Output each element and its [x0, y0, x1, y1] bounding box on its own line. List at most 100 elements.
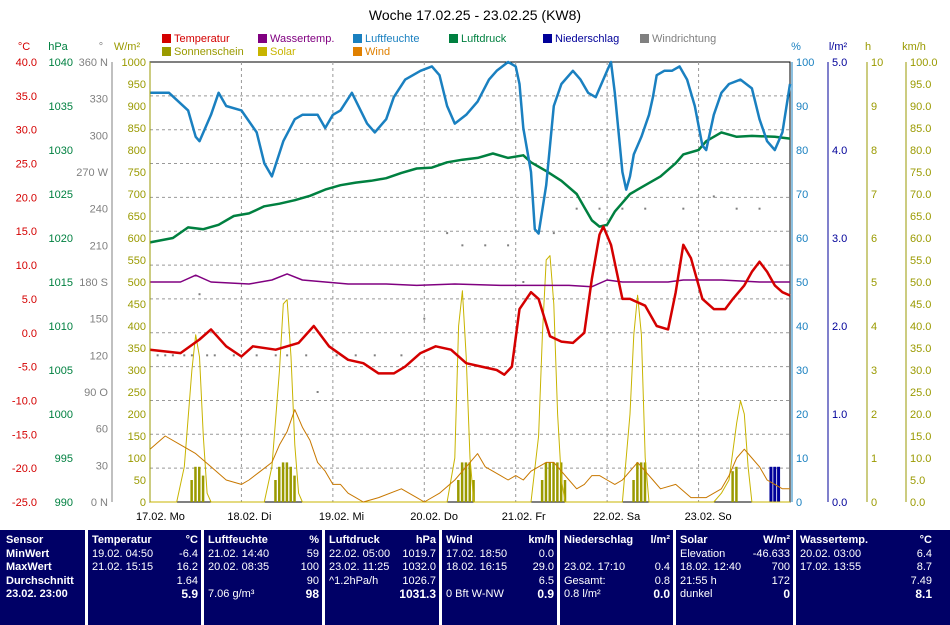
rain-bar — [769, 466, 773, 502]
stat-row: 22.02. 05:00 1019.7 — [325, 548, 440, 562]
sunshine-bar — [201, 475, 205, 502]
tick-humidity-0: 100 — [796, 57, 814, 69]
tick-winddir-0: 360 N — [79, 57, 108, 69]
tick-wind-1: 95.0 — [910, 79, 931, 91]
tick-pressure-8: 1000 — [49, 409, 73, 421]
wind-direction-dot — [682, 207, 685, 210]
tick-solar-10: 500 — [128, 277, 146, 289]
tick-temp-10: -10.0 — [12, 395, 37, 407]
stat-row: 1031.3 — [325, 587, 440, 602]
stat-row: Gesamt: 0.8 — [560, 575, 674, 589]
tick-solar-17: 150 — [128, 431, 146, 443]
stat-detail: 23.02. 17:10 — [564, 561, 626, 573]
stat-value: 0.0 — [653, 587, 670, 601]
tick-sunhours-1: 9 — [871, 101, 877, 113]
axis-units: °C hPa ° W/m²% l/m² h km/h — [18, 41, 926, 53]
x-tick-1: 18.02. Di — [227, 511, 271, 523]
sunshine-bar — [457, 480, 460, 502]
stat-detail: 21:55 h — [680, 574, 717, 587]
stat-value: 8.7 — [916, 561, 932, 573]
axis-unit-pressure: hPa — [48, 41, 68, 53]
wind-direction-dot — [461, 244, 464, 247]
stat-row: 7.06 g/m³ 98 — [204, 587, 323, 602]
stat-column-3: Luftdruck hPa 22.02. 05:00 1019.7 23.02. 11:… — [325, 534, 440, 622]
tick-sunhours-2: 8 — [871, 145, 877, 157]
stat-detail: 22.02. 05:00 — [329, 547, 391, 560]
tick-temp-1: 35.0 — [16, 91, 37, 103]
stat-detail: 0.8 l/m² — [564, 588, 601, 600]
stat-row: 18.02. 12:40 700 — [676, 561, 794, 575]
stat-row: MinWert — [2, 548, 86, 562]
line-series — [149, 60, 792, 503]
sunshine-bar — [548, 462, 551, 502]
stat-value: 0.9 — [537, 587, 554, 601]
stat-detail: 7.06 g/m³ — [208, 588, 255, 600]
sunshine-bar — [559, 462, 563, 502]
tick-temp-7: 5.0 — [22, 294, 37, 306]
tick-winddir-10: 60 — [96, 424, 108, 436]
stat-detail: dunkel — [680, 588, 713, 600]
tick-solar-7: 650 — [128, 211, 146, 223]
tick-wind-2: 90.0 — [910, 101, 931, 113]
tick-wind-11: 45.0 — [910, 299, 931, 311]
sunshine-bar — [552, 462, 555, 502]
tick-solar-1: 950 — [128, 79, 146, 91]
stat-value: 1019.7 — [402, 547, 436, 560]
wind-direction-dot — [213, 354, 216, 357]
tick-rain-4: 1.0 — [832, 409, 847, 421]
wind-direction-dot — [484, 244, 487, 247]
stat-row: 7.49 — [796, 575, 936, 589]
stat-header: Wassertemp. °C — [796, 534, 936, 548]
stat-header-label: Sensor — [6, 534, 44, 546]
stat-value: 700 — [771, 561, 790, 573]
stat-row: 19.02. 04:50 -6.4 — [88, 548, 202, 562]
tick-wind-12: 40.0 — [910, 321, 931, 333]
series-line-solar — [150, 255, 790, 503]
series-line-luftdruck — [149, 131, 791, 244]
statistics-table: Sensor MinWert MaxWert Durchschnitt 23.02. 2… — [0, 530, 950, 625]
stat-row: dunkel 0 — [676, 587, 794, 602]
tick-solar-20: 0 — [140, 497, 146, 509]
stat-column-4: Wind km/h 17.02. 18:50 0.0 18.02. 16:15 29.0 6… — [442, 534, 558, 622]
legend-label-0: Temperatur — [174, 33, 230, 45]
stat-column-divider — [322, 530, 325, 625]
tick-winddir-1: 330 — [90, 94, 108, 106]
tick-solar-4: 800 — [128, 145, 146, 157]
stat-header-unit: °C — [185, 534, 198, 546]
grid-lines — [150, 62, 790, 502]
tick-sunhours-8: 2 — [871, 409, 877, 421]
legend-label-7: Solar — [270, 46, 296, 58]
axis-unit-rain: l/m² — [829, 41, 848, 53]
stat-detail: 0 Bft W-NW — [446, 588, 504, 600]
stat-value: 0.4 — [654, 561, 670, 573]
sunshine-bar — [556, 462, 559, 502]
stat-row: Durchschnitt — [2, 575, 86, 589]
tick-temp-6: 10.0 — [16, 260, 37, 272]
tick-sunhours-10: 0 — [871, 497, 877, 509]
wind-direction-dot — [400, 354, 403, 357]
stat-header-unit: km/h — [528, 534, 554, 546]
tick-humidity-1: 90 — [796, 101, 808, 113]
tick-wind-5: 75.0 — [910, 167, 931, 179]
tick-sunhours-9: 1 — [871, 453, 877, 465]
tick-sunhours-5: 5 — [871, 277, 877, 289]
stat-detail: Gesamt: — [564, 574, 606, 587]
stat-row: 23.02. 23:00 — [2, 588, 86, 602]
stat-value: 59 — [306, 547, 319, 560]
tick-temp-12: -20.0 — [12, 463, 37, 475]
tick-winddir-5: 210 — [90, 240, 108, 252]
tick-wind-3: 85.0 — [910, 123, 931, 135]
stat-value: 6.5 — [538, 574, 554, 587]
series-line-wassertemp — [150, 273, 790, 288]
wind-direction-dot — [522, 281, 525, 283]
tick-rain-0: 5.0 — [832, 57, 847, 69]
tick-winddir-4: 240 — [90, 204, 108, 216]
legend-swatch-5 — [640, 34, 649, 43]
tick-wind-20: 0.0 — [910, 497, 925, 509]
tick-humidity-4: 60 — [796, 233, 808, 245]
wind-direction-dot — [171, 354, 174, 357]
x-tick-2: 19.02. Mi — [319, 511, 364, 523]
tick-winddir-3: 270 W — [76, 167, 108, 179]
wind-direction-dot — [758, 207, 761, 210]
stat-value: -6.4 — [179, 547, 198, 560]
